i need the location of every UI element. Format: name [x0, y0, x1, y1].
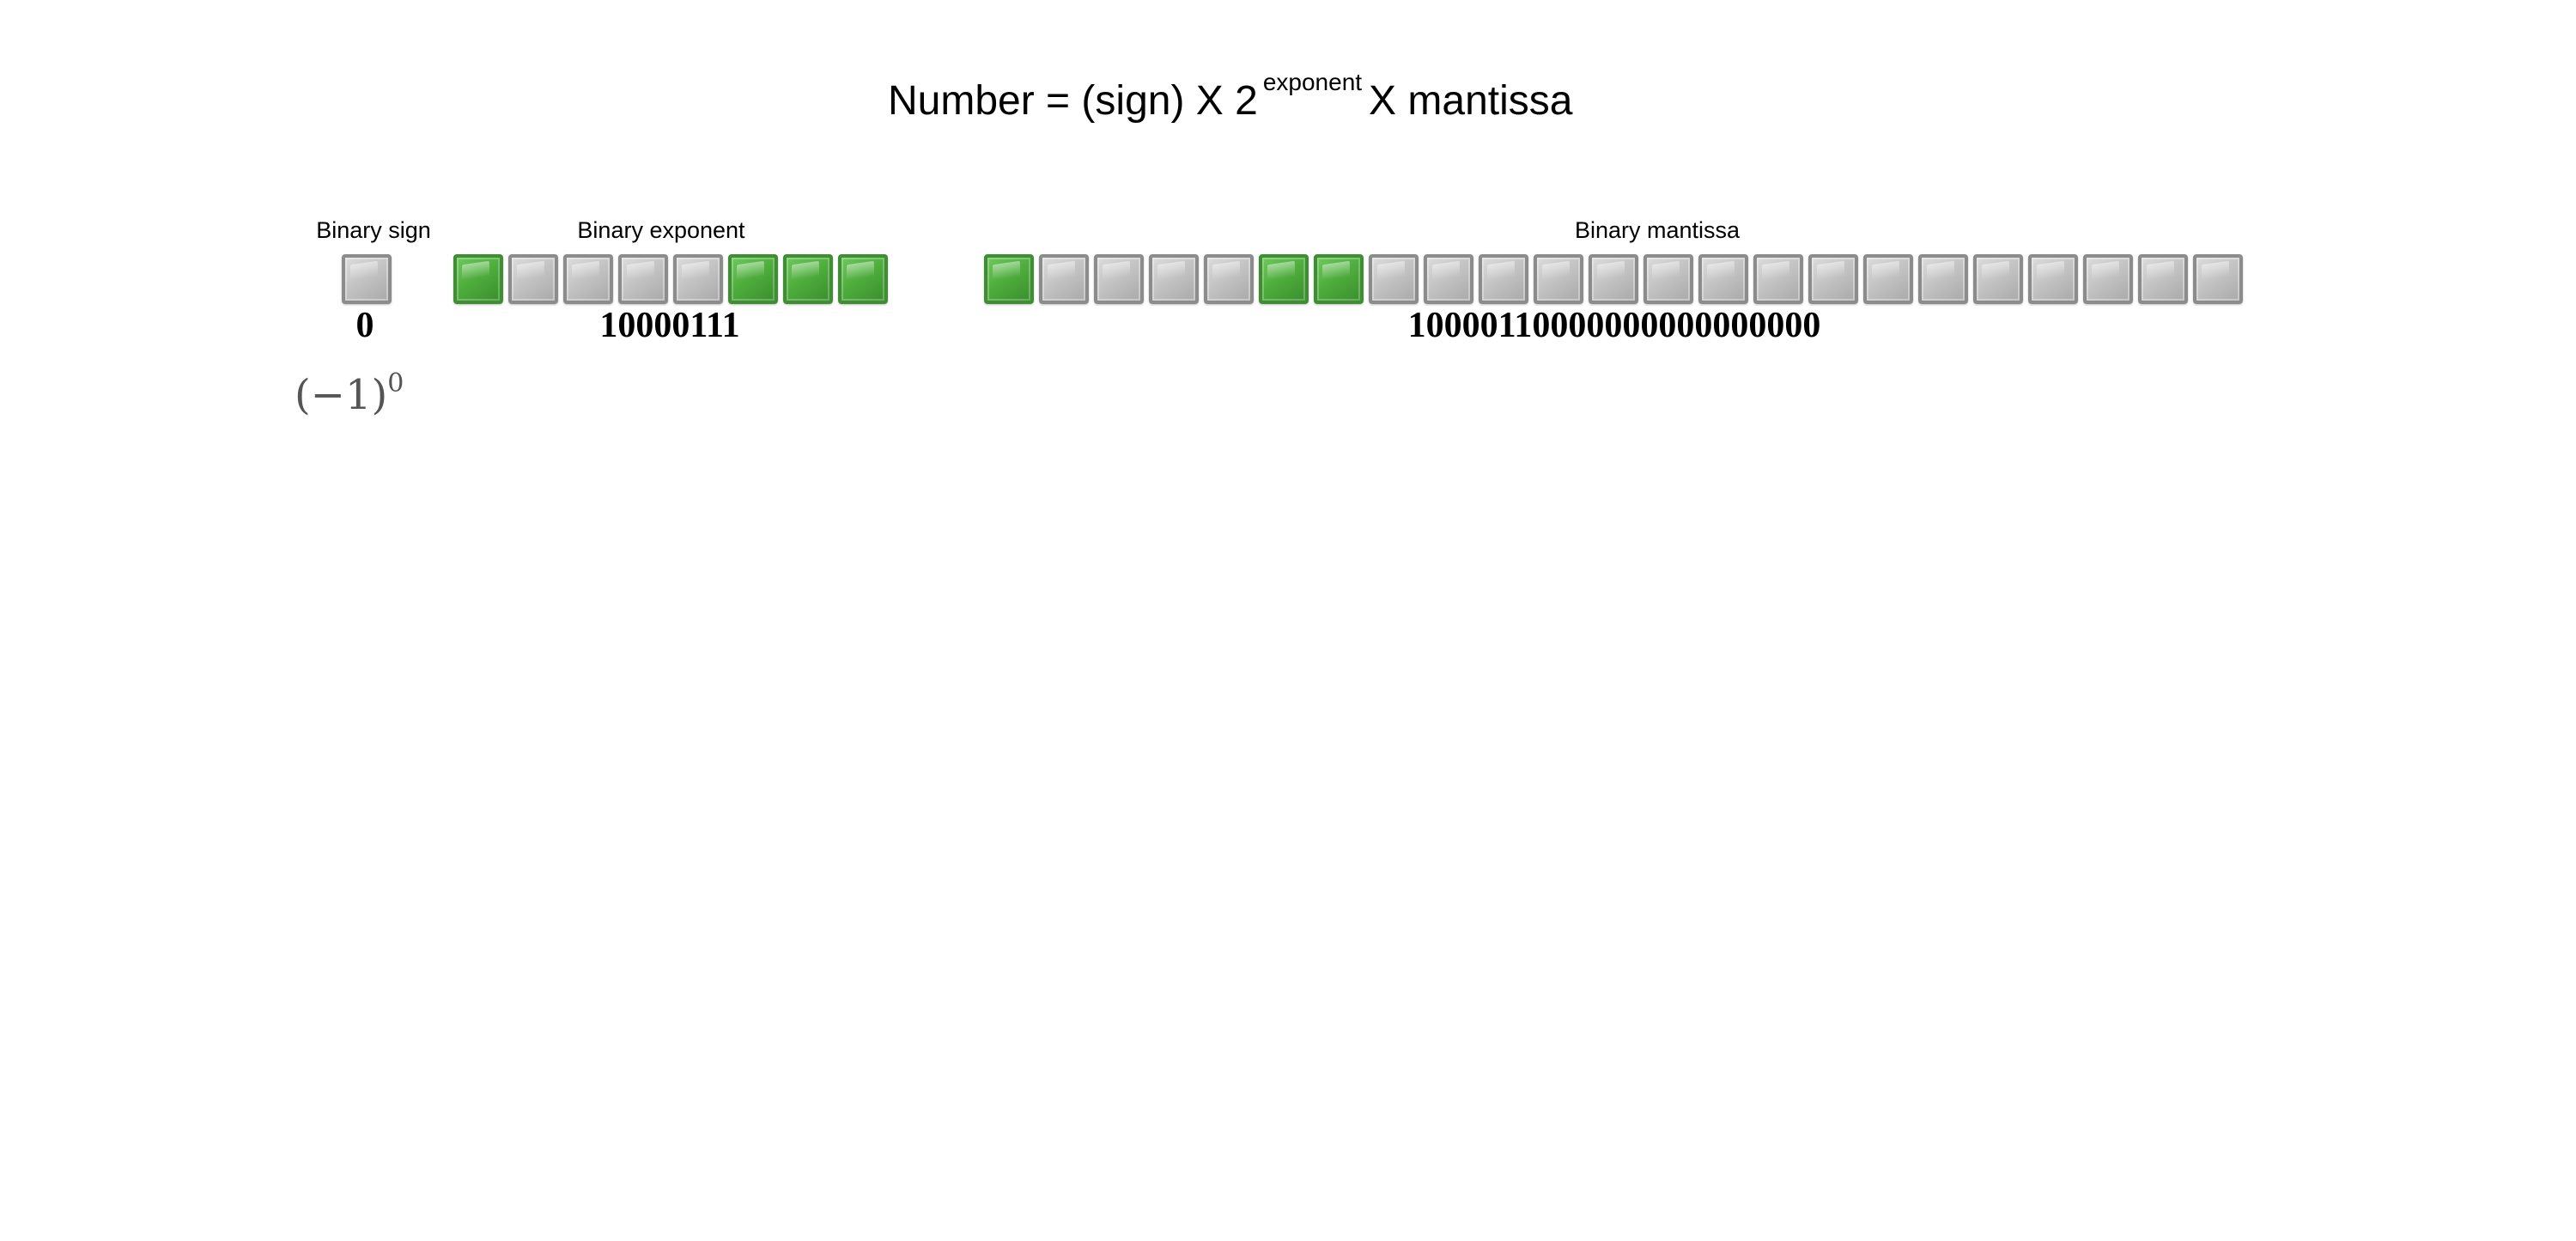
mantissa-bit-10 [1479, 254, 1528, 304]
sign-bitstring: 0 [355, 306, 374, 345]
exponent-bit-2 [508, 254, 558, 304]
mantissa-bit-2 [1039, 254, 1089, 304]
mantissa-bit-4 [1149, 254, 1199, 304]
formula: Number = (sign) X 2 exponent X mantissa [888, 67, 1572, 136]
exponent-bit-8 [838, 254, 888, 304]
mantissa-bit-11 [1534, 254, 1583, 304]
mantissa-bit-row [984, 254, 2243, 306]
sign-bit-row [342, 254, 392, 306]
mantissa-bit-14 [1698, 254, 1748, 304]
mantissa-bitstring: 10000110000000000000000 [1407, 306, 1821, 345]
sign-label: Binary sign [316, 217, 431, 243]
mantissa-bit-9 [1424, 254, 1473, 304]
mantissa-bit-18 [1918, 254, 1968, 304]
mantissa-bit-6 [1259, 254, 1309, 304]
mantissa-bit-1 [984, 254, 1034, 304]
mantissa-bit-20 [2028, 254, 2078, 304]
mantissa-bit-7 [1314, 254, 1364, 304]
exponent-bit-1 [453, 254, 503, 304]
sign-bit-1 [342, 254, 392, 304]
exponent-bit-3 [563, 254, 613, 304]
exponent-label: Binary exponent [577, 217, 745, 243]
formula-superscript: exponent [1262, 69, 1363, 95]
mantissa-bit-19 [1973, 254, 2023, 304]
mantissa-label: Binary mantissa [1574, 217, 1741, 243]
exponent-bit-5 [673, 254, 723, 304]
mantissa-bit-16 [1808, 254, 1858, 304]
sign-math-power: 0 [387, 368, 404, 398]
mantissa-bit-13 [1643, 254, 1693, 304]
exponent-bit-6 [728, 254, 778, 304]
mantissa-bit-8 [1369, 254, 1419, 304]
formula-prefix: Number = (sign) X 2 [888, 78, 1258, 124]
mantissa-bit-12 [1589, 254, 1638, 304]
formula-suffix: X mantissa [1369, 78, 1573, 124]
exponent-bit-7 [783, 254, 833, 304]
exponent-bit-4 [618, 254, 668, 304]
mantissa-bit-15 [1753, 254, 1803, 304]
exponent-bit-row [453, 254, 888, 306]
mantissa-bit-5 [1204, 254, 1254, 304]
mantissa-bit-17 [1863, 254, 1913, 304]
sign-math-expression: (−1)0 [295, 365, 404, 425]
exponent-bitstring: 10000111 [599, 306, 740, 345]
mantissa-bit-21 [2083, 254, 2133, 304]
sign-math-base: (−1) [295, 371, 388, 419]
mantissa-bit-3 [1094, 254, 1144, 304]
mantissa-bit-22 [2138, 254, 2188, 304]
mantissa-bit-23 [2193, 254, 2243, 304]
